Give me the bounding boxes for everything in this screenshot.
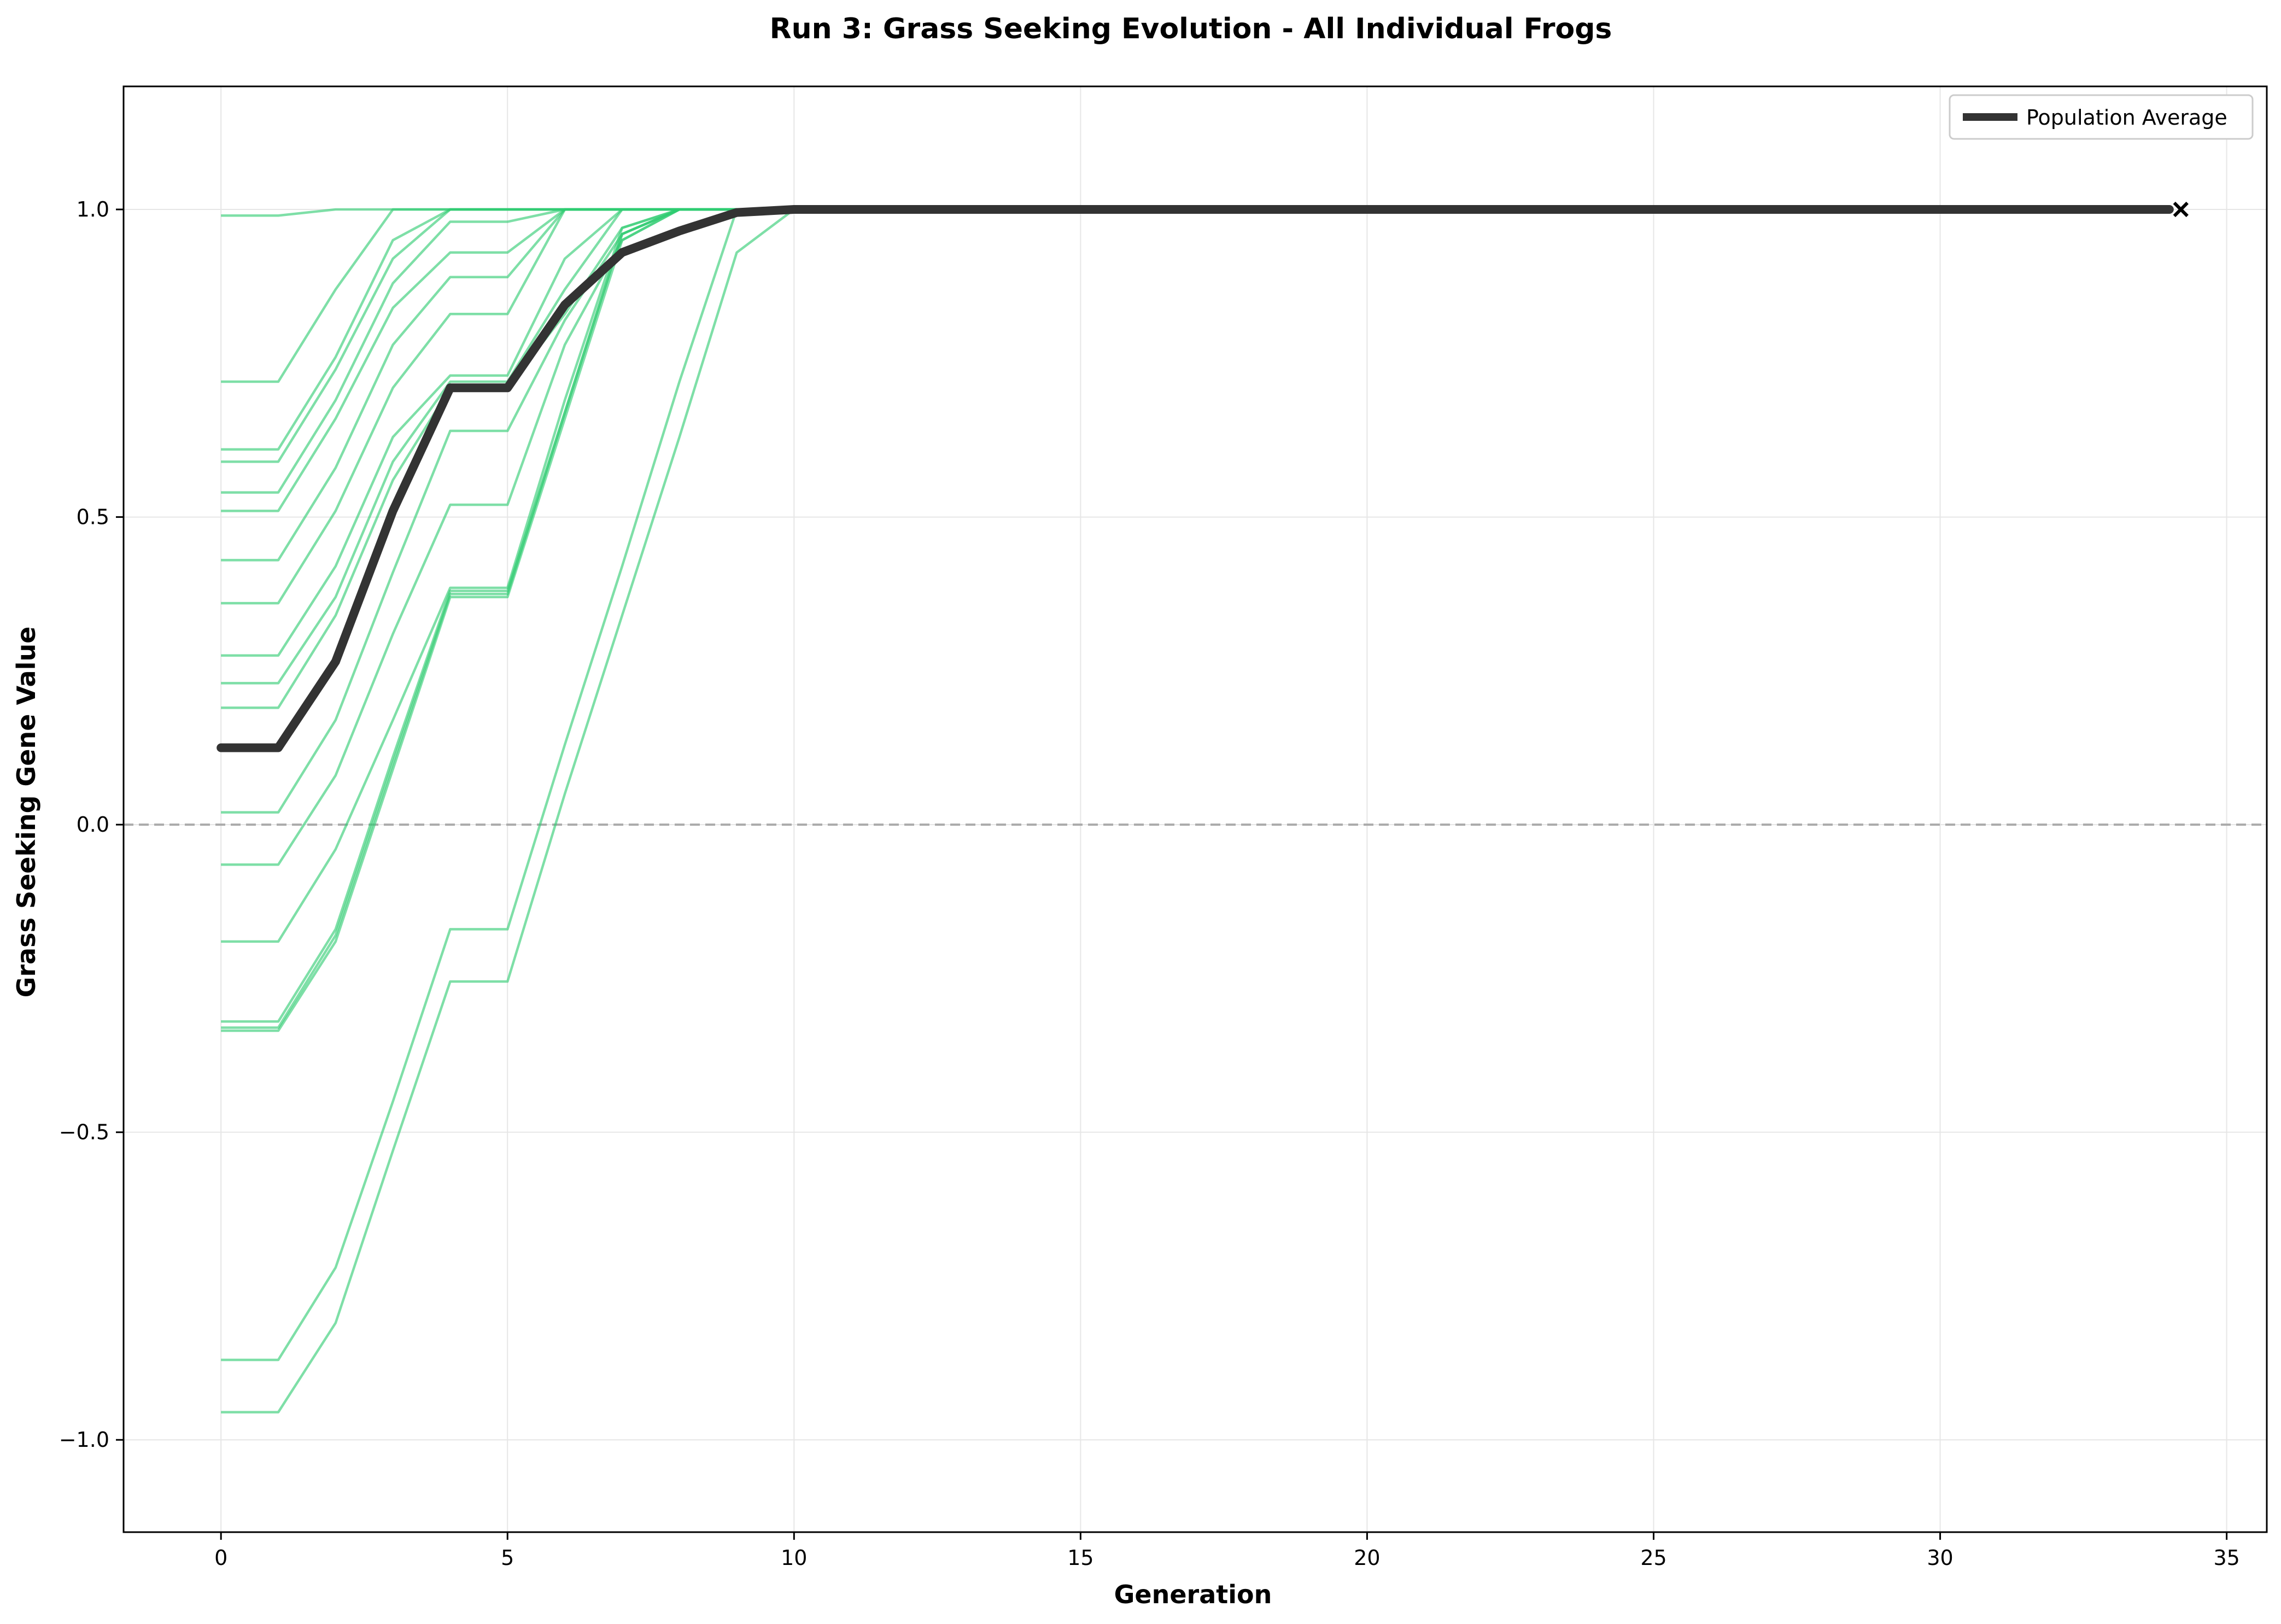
y-tick-label: 0.0 [77,813,109,837]
x-tick-label: 35 [2213,1546,2239,1570]
y-axis-ticks: −1.0 −0.5 0.0 0.5 1.0 [59,197,124,1452]
x-tick-label: 5 [501,1546,514,1570]
legend-label-population-average: Population Average [2026,106,2227,130]
individual-frog-line [221,208,2169,1413]
y-tick-label: −1.0 [59,1428,109,1452]
end-marker [2173,201,2189,218]
chart-title: Run 3: Grass Seeking Evolution - All Ind… [770,13,1612,45]
population-average-line [217,205,2174,752]
end-marker-stroke [2173,201,2189,218]
y-tick-label: −0.5 [59,1120,109,1144]
x-tick-label: 10 [781,1546,807,1570]
x-tick-label: 0 [214,1546,227,1570]
y-axis-label: Grass Seeking Gene Value [11,627,41,998]
x-tick-label: 15 [1067,1546,1093,1570]
legend-box [1949,94,2254,140]
x-tick-label: 25 [1640,1546,1666,1570]
x-axis-ticks: 0 5 10 15 20 25 30 35 [214,1532,2240,1570]
x-tick-label: 20 [1354,1546,1380,1570]
legend: Population Average [1949,94,2254,140]
plot-frame [122,85,2268,1533]
x-tick-label: 30 [1927,1546,1953,1570]
population-average-line-group [217,205,2174,752]
y-tick-label: 1.0 [77,197,109,221]
y-tick-label: 0.5 [77,505,109,529]
x-axis-label: Generation [1114,1580,1272,1609]
